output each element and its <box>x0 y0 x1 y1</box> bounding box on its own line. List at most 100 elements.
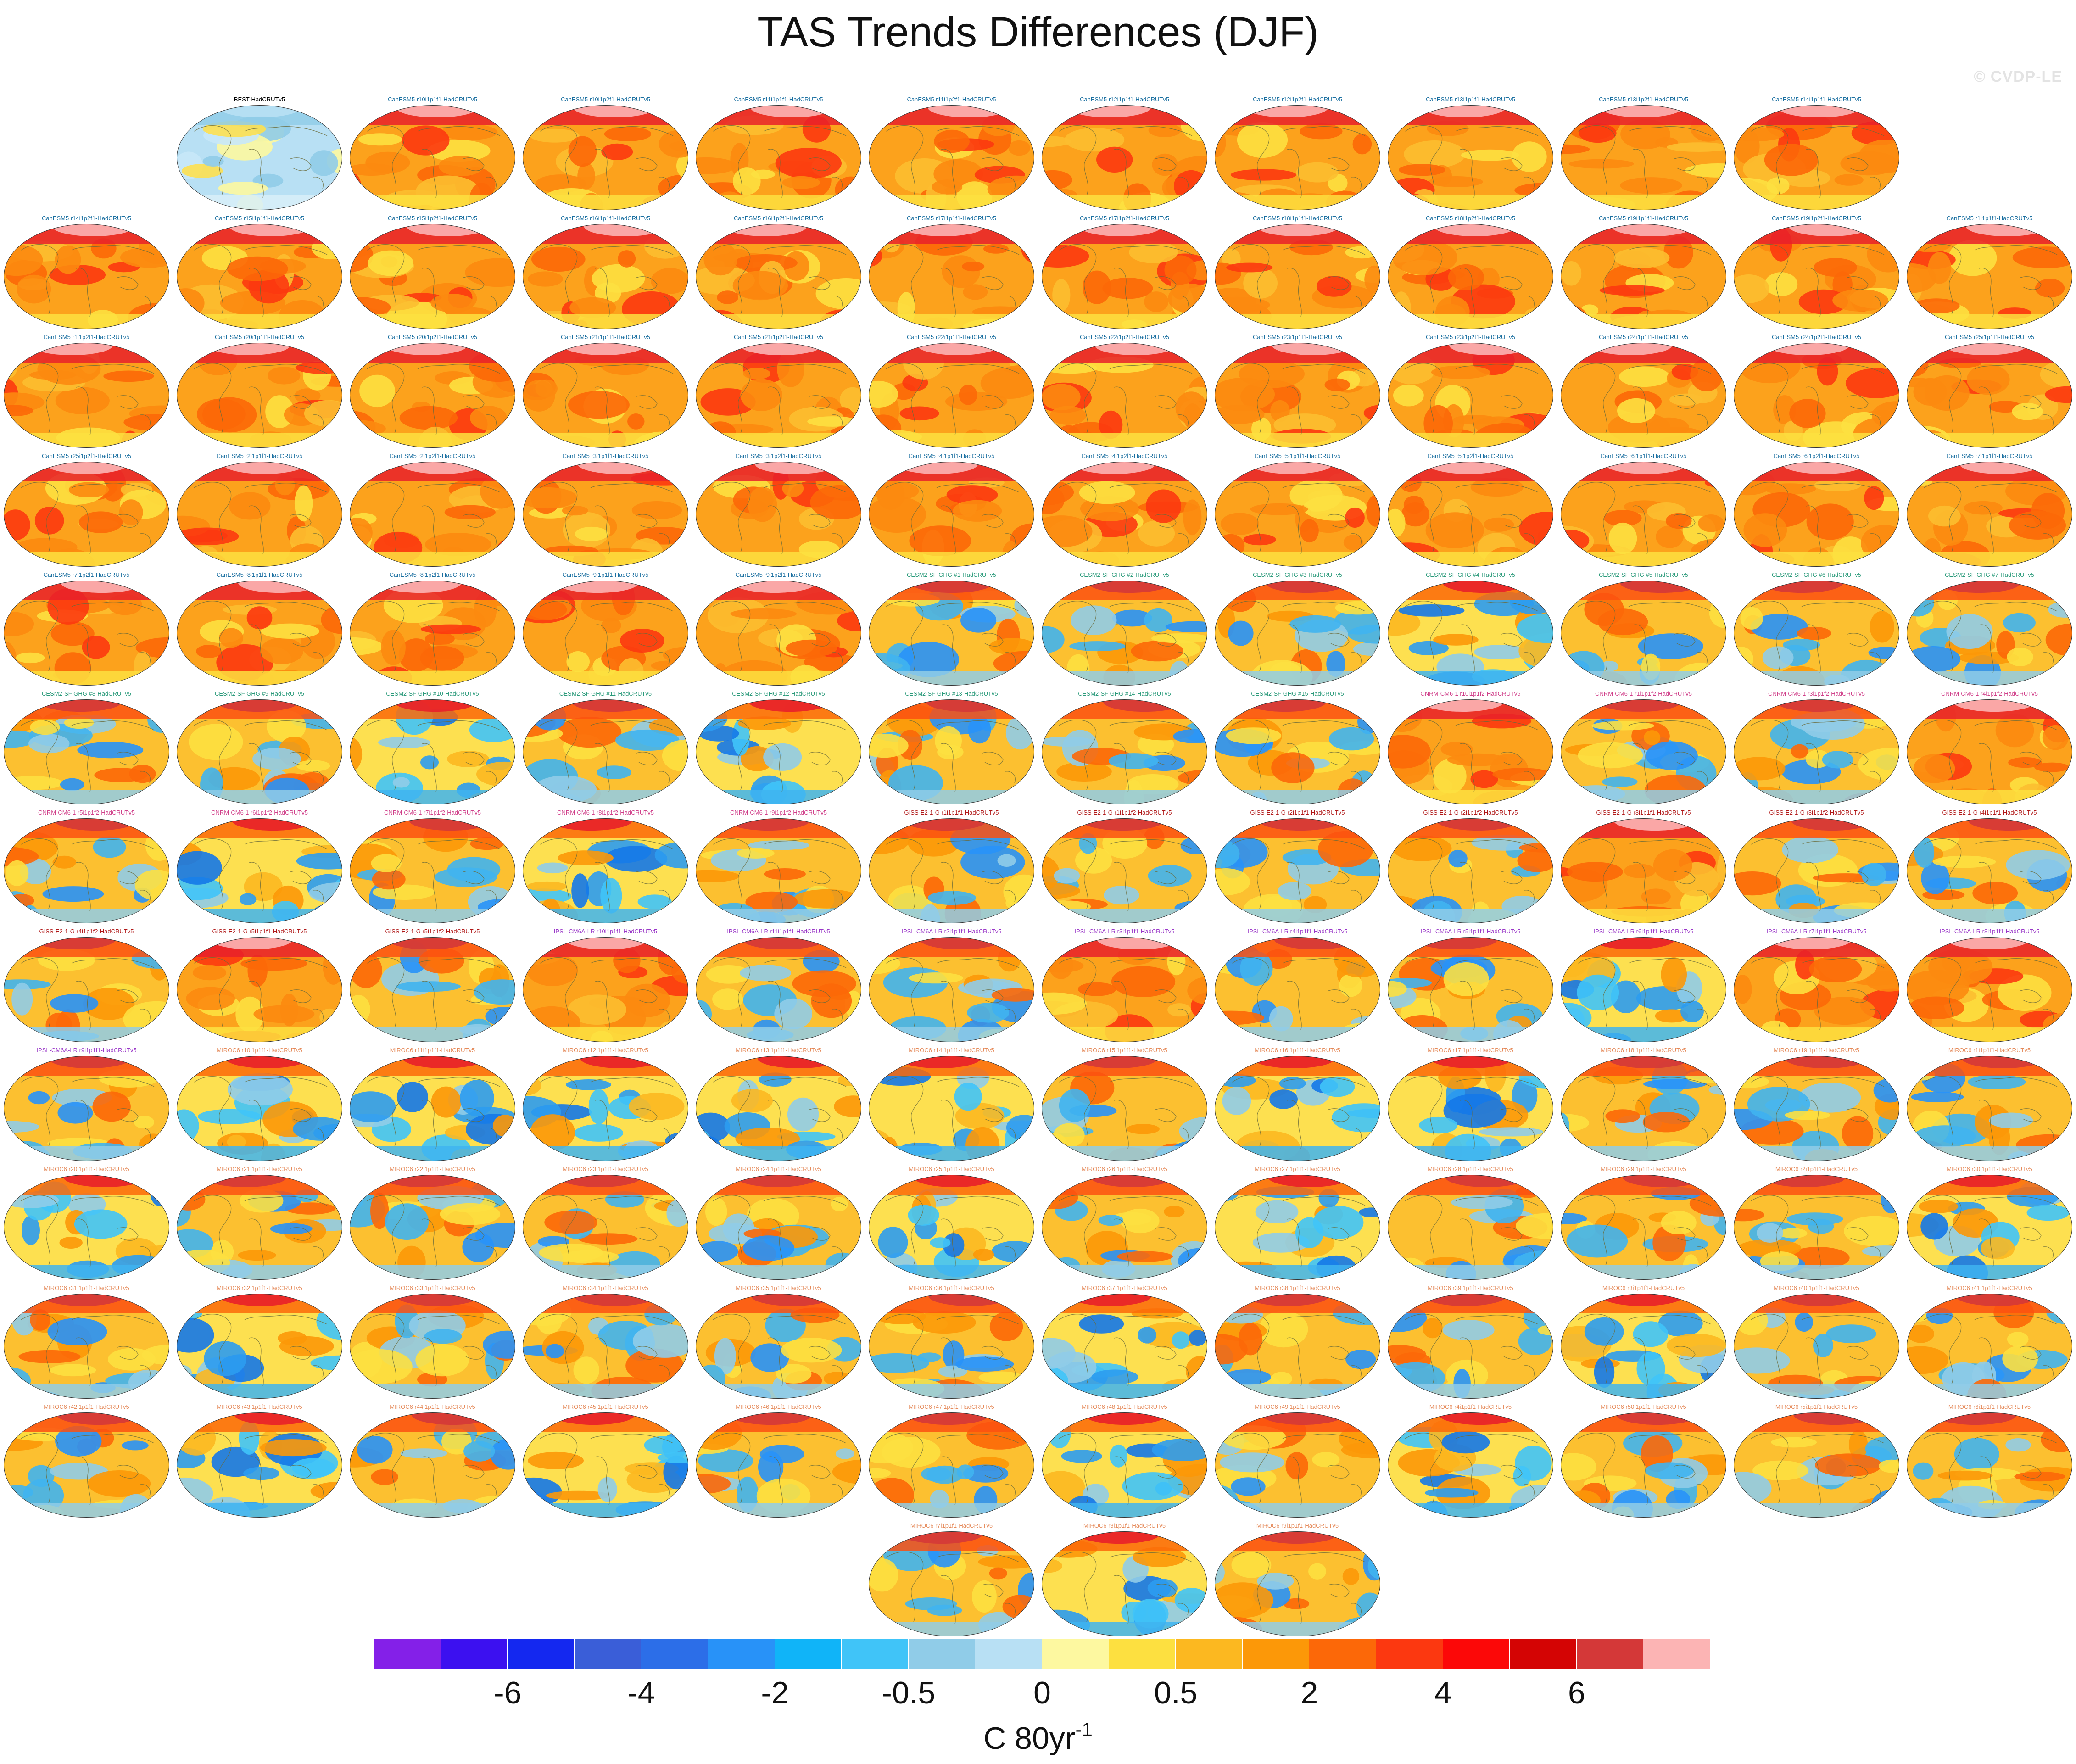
coastlines <box>713 957 847 1030</box>
globe-outline <box>696 1175 861 1280</box>
trend-patch <box>1077 982 1116 996</box>
trend-patch <box>1441 1431 1490 1454</box>
trend-patch <box>28 1091 50 1105</box>
globe-map <box>1734 699 1899 804</box>
panel-label: CESM2-SF GHG #10-HadCRUTv5 <box>386 690 479 697</box>
coastlines <box>540 363 674 436</box>
trend-patch <box>469 718 515 742</box>
panel-label: MIROC6 r44i1p1f1-HadCRUTv5 <box>390 1403 475 1410</box>
coastlines <box>1232 957 1366 1030</box>
southern-band <box>4 1146 169 1161</box>
globe-map <box>177 581 342 686</box>
trend-patch <box>1806 503 1854 540</box>
globe-outline <box>4 224 169 329</box>
polar-cap <box>1079 224 1162 236</box>
polar-cap <box>33 937 116 949</box>
southern-band <box>1042 1146 1207 1161</box>
panel-label: MIROC6 r6i1p1f1-HadCRUTv5 <box>1948 1403 2031 1410</box>
polar-cap <box>1611 224 1694 236</box>
map-panel: MIROC6 r47i1p1f1-HadCRUTv5 <box>865 1403 1038 1521</box>
trend-patch <box>1866 970 1899 992</box>
trend-patch <box>1578 742 1643 769</box>
trend-patch <box>128 1369 169 1395</box>
trend-patch <box>697 1364 725 1395</box>
map-panel: CESM2-SF GHG #6-HadCRUTv5 <box>1730 571 1903 689</box>
trend-patch <box>420 755 439 770</box>
trend-patch <box>1349 1390 1380 1399</box>
map-panel: GISS-E2-1-G r3i1p1f1-HadCRUTv5 <box>1557 809 1730 927</box>
map-panel: IPSL-CM6A-LR r8i1p1f1-HadCRUTv5 <box>1903 927 2076 1046</box>
globe-outline <box>523 1175 688 1280</box>
map-panel: MIROC6 r6i1p1f1-HadCRUTv5 <box>1903 1403 2076 1521</box>
globe-map <box>523 818 688 923</box>
globe-outline <box>4 1056 169 1161</box>
trend-patch <box>943 1233 965 1257</box>
trend-patch <box>1148 865 1192 887</box>
trend-patch <box>1392 835 1452 861</box>
globe-map <box>177 699 342 804</box>
trend-patch <box>103 370 154 382</box>
trend-patch <box>1096 146 1133 173</box>
trend-patch <box>962 262 985 272</box>
trend-patch <box>836 1448 854 1459</box>
trend-patch <box>186 987 235 1010</box>
southern-band <box>1215 1265 1380 1280</box>
trend-patch <box>844 553 861 567</box>
trend-patch <box>644 1436 684 1455</box>
coastlines <box>21 363 155 436</box>
trend-patch <box>991 988 1034 1002</box>
coastlines <box>540 1314 674 1387</box>
map-panel: IPSL-CM6A-LR r11i1p1f1-HadCRUTv5 <box>692 927 865 1046</box>
southern-band <box>4 1503 169 1518</box>
coastlines <box>1059 1076 1193 1149</box>
southern-band <box>523 433 688 448</box>
trend-patch <box>1215 377 1275 412</box>
trend-patch <box>989 1567 1007 1580</box>
globe-map <box>1042 224 1207 329</box>
map-panel: MIROC6 r2i1p1f1-HadCRUTv5 <box>1730 1165 1903 1284</box>
trend-patch <box>1226 262 1273 273</box>
trend-patch <box>1326 651 1345 677</box>
coastlines <box>1578 244 1712 317</box>
panel-label: MIROC6 r23i1p1f1-HadCRUTv5 <box>563 1166 648 1172</box>
coastlines <box>194 482 328 555</box>
trend-patch <box>825 1252 860 1277</box>
map-panel: MIROC6 r14i1p1f1-HadCRUTv5 <box>865 1046 1038 1165</box>
globe-map <box>523 343 688 448</box>
globe-outline <box>1042 699 1207 804</box>
trend-patch <box>1913 754 1955 783</box>
trend-patch <box>1098 1215 1123 1226</box>
trend-patch <box>1259 1311 1308 1348</box>
map-panel: CanESM5 r7i1p1f1-HadCRUTv5 <box>1903 452 2076 570</box>
polar-cap <box>1968 818 2051 831</box>
trend-patch <box>59 1237 83 1249</box>
globe-map <box>696 1056 861 1161</box>
trend-patch <box>1461 149 1519 161</box>
globe-outline <box>1042 581 1207 686</box>
map-panel: MIROC6 r43i1p1f1-HadCRUTv5 <box>173 1403 346 1521</box>
globe-outline <box>1215 1531 1380 1636</box>
trend-patch <box>967 1003 1010 1023</box>
globe-outline <box>869 1056 1034 1161</box>
page-title: TAS Trends Differences (DJF) <box>757 9 1319 56</box>
trend-patch <box>42 886 104 902</box>
globe-map <box>1388 1412 1553 1518</box>
trend-patch <box>2006 850 2070 880</box>
trend-patch <box>1352 134 1372 155</box>
panel-label: GISS-E2-1-G r5i1p1f2-HadCRUTv5 <box>385 928 480 935</box>
globe-outline <box>1388 818 1553 923</box>
panel-label: GISS-E2-1-G r1i1p1f2-HadCRUTv5 <box>1077 809 1172 816</box>
southern-band <box>1215 1146 1380 1161</box>
trend-patch <box>177 527 239 545</box>
trend-patch <box>476 761 515 787</box>
panel-label: IPSL-CM6A-LR r4i1p1f1-HadCRUTv5 <box>1247 928 1348 935</box>
trend-patch <box>659 130 688 158</box>
trend-patch <box>1937 1470 1993 1481</box>
globe-outline <box>1561 105 1726 210</box>
coastlines <box>886 1552 1020 1624</box>
polar-cap <box>396 105 479 117</box>
panel-label: CanESM5 r17i1p1f1-HadCRUTv5 <box>906 215 997 222</box>
globe-outline <box>350 937 515 1042</box>
globe-map <box>1388 818 1553 923</box>
map-panel: MIROC6 r26i1p1f1-HadCRUTv5 <box>1038 1165 1211 1284</box>
